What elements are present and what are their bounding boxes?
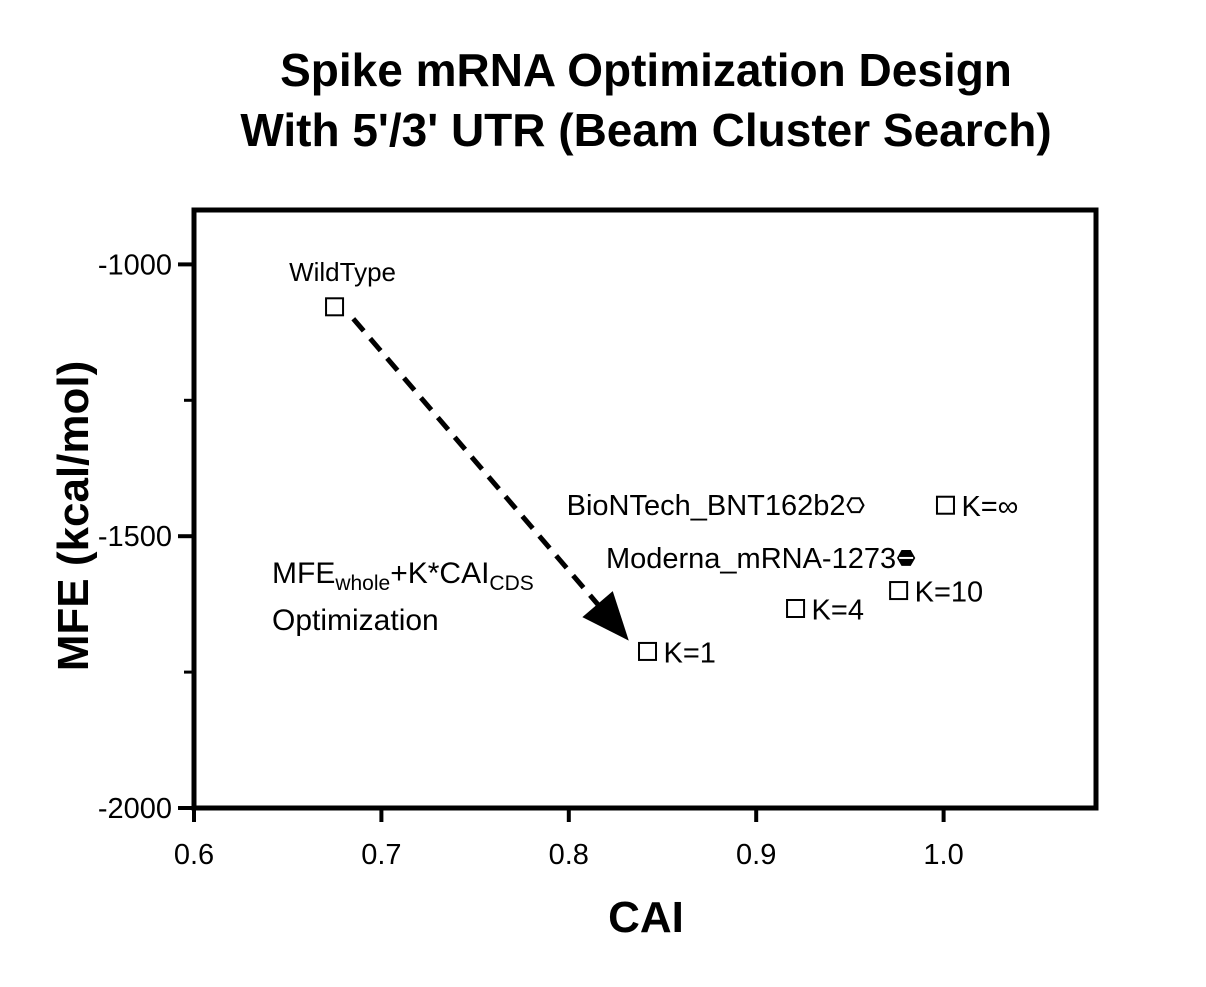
point-marker-biontech-bnt162b2 — [846, 497, 865, 514]
x-tick-label: 0.6 — [174, 839, 214, 871]
trend-arrowhead — [582, 591, 629, 641]
x-tick-label: 0.9 — [736, 839, 776, 871]
x-axis-title: CAI — [608, 893, 684, 942]
point-label-wildtype: WildType — [289, 257, 396, 287]
x-tick-label: 0.8 — [549, 839, 589, 871]
plot-frame — [191, 207, 1099, 811]
y-axis-title: MFE (kcal/mol) — [49, 361, 98, 672]
point-marker-k — [935, 495, 955, 515]
point-label-k: K=∞ — [961, 491, 1018, 523]
y-tick-label: -1000 — [98, 249, 172, 281]
point-label-k-4: K=4 — [812, 594, 864, 626]
point-label-k-10: K=10 — [915, 577, 984, 609]
chart-title-line2: With 5'/3' UTR (Beam Cluster Search) — [240, 104, 1051, 156]
axis-ticks: 0.6 0.7 0.8 0.9 1.0 -1000 -1500 -2000 — [98, 249, 964, 871]
y-tick-label: -1500 — [98, 521, 172, 553]
point-label-k-1: K=1 — [664, 637, 716, 669]
point-marker-k-4 — [786, 598, 806, 618]
point-label-biontech-bnt162b2: BioNTech_BNT162b2 — [567, 490, 846, 522]
annotation-sub-whole: whole — [334, 572, 390, 595]
objective-annotation: MFEwhole+K*CAICDS — [272, 557, 534, 595]
point-marker-wildtype — [325, 297, 345, 317]
trend-arrow — [351, 317, 603, 609]
annotation-mfe: MFE — [272, 557, 335, 590]
point-marker-k-1 — [638, 641, 658, 661]
point-label-moderna-mrna-1273: Moderna_mRNA-1273 — [606, 543, 896, 575]
y-tick-label: -2000 — [98, 793, 172, 825]
data-points: WildType K=1 K=4 K=10 K=∞ BioNTech_BNT162b2 Mo… — [289, 257, 1018, 670]
x-tick-label: 0.7 — [361, 839, 401, 871]
chart-title-line1: Spike mRNA Optimization Design — [280, 44, 1012, 96]
annotation-kcai: +K*CAI — [390, 557, 489, 590]
annotation-line2: Optimization — [272, 604, 439, 637]
point-marker-k-10 — [889, 581, 909, 601]
x-tick-label: 1.0 — [923, 839, 963, 871]
annotation-sub-cds: CDS — [489, 572, 533, 595]
